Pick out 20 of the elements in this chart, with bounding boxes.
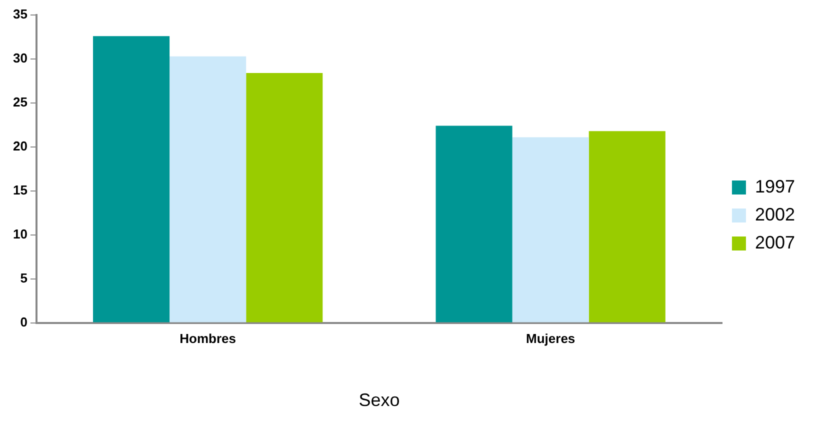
y-tick-label: 20 bbox=[12, 138, 28, 154]
bar bbox=[436, 126, 512, 322]
legend-label: 1997 bbox=[754, 176, 796, 196]
x-axis-title: Sexo bbox=[358, 390, 400, 410]
y-tick-label: 0 bbox=[20, 314, 28, 330]
legend-label: 2002 bbox=[754, 204, 796, 224]
y-tick-label: 5 bbox=[20, 270, 28, 286]
bar bbox=[588, 131, 666, 322]
y-tick-label: 10 bbox=[12, 226, 28, 242]
bar bbox=[246, 73, 323, 322]
bar bbox=[512, 137, 589, 322]
y-tick-label: 25 bbox=[12, 94, 28, 110]
y-tick-label: 15 bbox=[12, 182, 28, 198]
y-tick-label: 30 bbox=[12, 50, 28, 66]
legend-label: 2007 bbox=[754, 232, 796, 252]
bar bbox=[93, 36, 170, 322]
x-tick-label: Mujeres bbox=[526, 331, 576, 346]
bar bbox=[170, 56, 246, 322]
x-tick-label: Hombres bbox=[180, 331, 236, 346]
y-tick-label: 35 bbox=[12, 6, 28, 22]
